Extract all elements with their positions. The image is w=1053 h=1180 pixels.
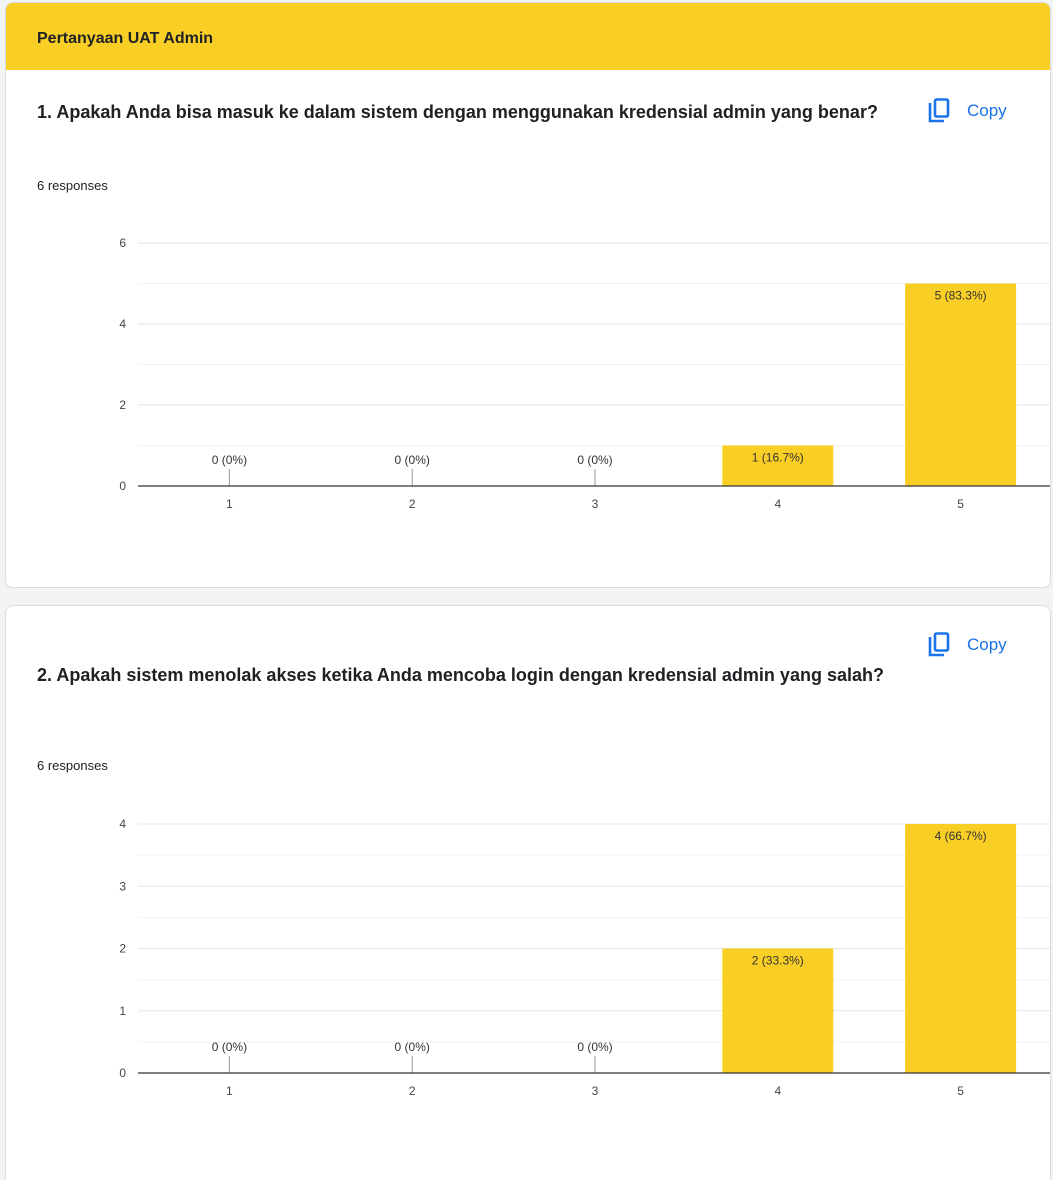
y-tick-label: 4 xyxy=(119,817,126,831)
responses-count-1: 6 responses xyxy=(37,178,108,193)
bar xyxy=(722,445,834,486)
copy-label: Copy xyxy=(967,635,1007,654)
x-tick-label: 4 xyxy=(774,1084,781,1098)
bar xyxy=(905,283,1017,486)
data-label: 0 (0%) xyxy=(577,1040,612,1054)
x-tick-label: 5 xyxy=(957,1084,964,1098)
bar-chart-1: 0 2 4 6 0 (0%) 1 0 (0%) 2 0 (0%) 3 1 (16.7%) 4 5 (83… xyxy=(119,236,1050,511)
data-label: 4 (66.7%) xyxy=(935,829,987,843)
section-title: Pertanyaan UAT Admin xyxy=(37,30,214,47)
y-tick-label: 4 xyxy=(119,317,126,331)
copy-button-2[interactable]: Copy xyxy=(927,630,1007,660)
copy-icon xyxy=(928,632,950,657)
question-title-1: 1. Apakah Anda bisa masuk ke dalam siste… xyxy=(37,102,878,122)
y-tick-label: 6 xyxy=(119,236,126,250)
question-card-2: Copy 2. Apakah sistem menolak akses keti… xyxy=(5,605,1051,1180)
x-tick-label: 5 xyxy=(957,497,964,511)
y-tick-label: 0 xyxy=(119,1066,126,1080)
data-label: 0 (0%) xyxy=(395,453,430,467)
x-tick-label: 2 xyxy=(409,497,416,511)
bar-chart-2: 0 1 2 3 4 0 (0%) 1 0 (0%) 2 0 (0%) 3 2 (33.3%) 4 4 (6… xyxy=(119,817,1050,1098)
x-tick-label: 1 xyxy=(226,497,233,511)
data-label: 0 (0%) xyxy=(577,453,612,467)
y-tick-label: 1 xyxy=(119,1004,126,1018)
bar xyxy=(905,824,1017,1073)
x-tick-label: 3 xyxy=(592,497,599,511)
data-label: 1 (16.7%) xyxy=(752,451,804,465)
y-tick-label: 2 xyxy=(119,398,126,412)
data-label: 0 (0%) xyxy=(212,1040,247,1054)
y-tick-label: 2 xyxy=(119,942,126,956)
data-label: 0 (0%) xyxy=(212,453,247,467)
section-header: Pertanyaan UAT Admin xyxy=(6,3,1050,70)
x-tick-label: 2 xyxy=(409,1084,416,1098)
copy-button-1[interactable]: Copy xyxy=(927,96,1007,126)
y-tick-label: 3 xyxy=(119,879,126,893)
copy-label: Copy xyxy=(967,101,1007,120)
responses-count-2: 6 responses xyxy=(37,758,108,773)
data-label: 2 (33.3%) xyxy=(752,954,804,968)
question-card-1: Pertanyaan UAT Admin 1. Apakah Anda bisa… xyxy=(5,2,1051,588)
copy-icon xyxy=(928,98,950,123)
data-label: 5 (83.3%) xyxy=(935,289,987,303)
x-tick-label: 1 xyxy=(226,1084,233,1098)
x-tick-label: 3 xyxy=(592,1084,599,1098)
y-tick-label: 0 xyxy=(119,479,126,493)
bar xyxy=(722,948,834,1073)
x-tick-label: 4 xyxy=(774,497,781,511)
question-title-2: 2. Apakah sistem menolak akses ketika An… xyxy=(37,665,884,685)
data-label: 0 (0%) xyxy=(395,1040,430,1054)
